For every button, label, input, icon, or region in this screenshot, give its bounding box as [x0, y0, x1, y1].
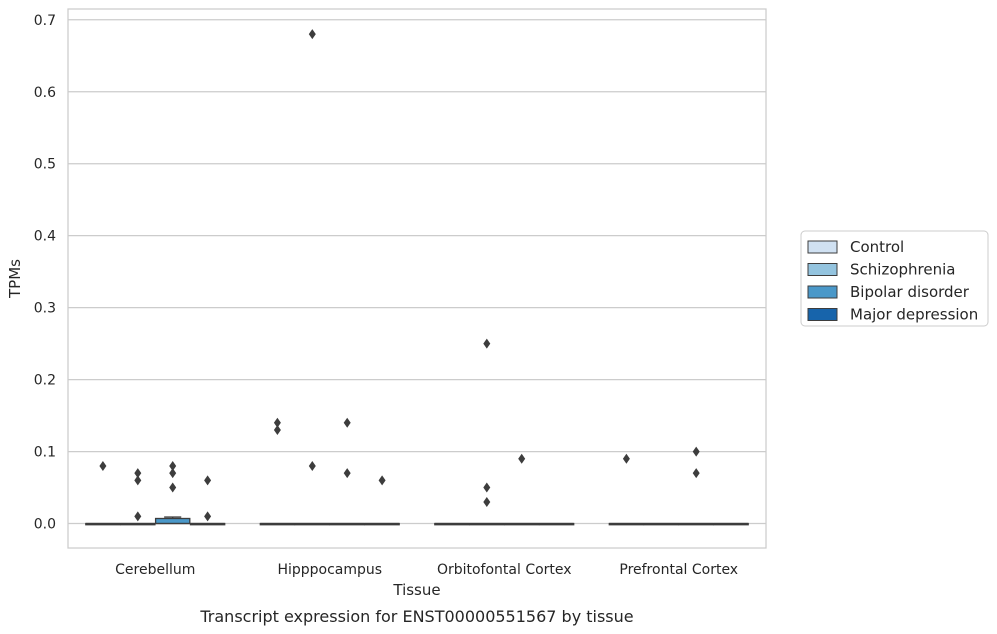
- y-tick-label: 0.7: [34, 13, 56, 29]
- outlier-point: [204, 475, 212, 486]
- outlier-point: [273, 424, 281, 435]
- x-tick-label: Prefrontal Cortex: [619, 562, 738, 578]
- legend-swatch: [807, 240, 838, 254]
- x-tick-label: Cerebellum: [115, 562, 195, 578]
- outlier-point: [378, 475, 386, 486]
- y-tick-label: 0.2: [34, 373, 56, 389]
- outlier-point: [134, 475, 142, 486]
- y-tick-label: 0.0: [34, 517, 56, 533]
- outlier-point: [169, 460, 177, 471]
- plot-frame: [67, 8, 767, 549]
- outlier-point: [483, 482, 491, 493]
- legend-frame: [800, 230, 989, 327]
- x-tick-label: Hipppocampus: [277, 562, 382, 578]
- legend: Control Schizophrenia Bipolar disorder Majo…: [800, 230, 989, 327]
- x-tick-label: Orbitofontal Cortex: [437, 562, 572, 578]
- outlier-point: [483, 338, 491, 349]
- outlier-point: [134, 468, 142, 479]
- outlier-point: [692, 446, 700, 457]
- outlier-point: [169, 482, 177, 493]
- y-axis-label: TPMs: [6, 259, 24, 299]
- y-tick-label: 0.4: [34, 229, 56, 245]
- outlier-point: [204, 511, 212, 522]
- outlier-point: [99, 460, 107, 471]
- outlier-point: [622, 453, 630, 464]
- y-tick-label: 0.3: [34, 301, 56, 317]
- y-tick-labels: 0.0 0.1 0.2 0.3 0.4 0.5 0.6 0.7: [34, 13, 56, 533]
- y-tick-label: 0.5: [34, 157, 56, 173]
- legend-label: Major depression: [850, 306, 978, 324]
- outlier-point: [343, 468, 351, 479]
- legend-swatch: [807, 263, 838, 276]
- outlier-points: [99, 29, 700, 522]
- legend-label: Schizophrenia: [850, 261, 955, 279]
- y-tick-label: 0.6: [34, 85, 56, 101]
- boxes: [85, 516, 749, 526]
- legend-swatch: [807, 308, 838, 321]
- outlier-point: [343, 417, 351, 428]
- legend-label: Bipolar disorder: [850, 283, 970, 301]
- box: [154, 517, 191, 525]
- chart-caption: Transcript expression for ENST0000055156…: [199, 607, 633, 626]
- outlier-point: [692, 468, 700, 479]
- outlier-point: [483, 496, 491, 507]
- outlier-point: [273, 417, 281, 428]
- y-tick-label: 0.1: [34, 445, 56, 461]
- x-axis-label: Tissue: [392, 581, 440, 599]
- legend-swatch: [807, 285, 838, 299]
- legend-label: Control: [850, 238, 904, 256]
- outlier-point: [169, 468, 177, 479]
- outlier-point: [518, 453, 526, 464]
- outlier-point: [308, 29, 316, 40]
- x-tick-labels: Cerebellum Hipppocampus Orbitofontal Corte…: [115, 562, 738, 578]
- gridlines: [68, 19, 766, 525]
- outlier-point: [308, 460, 316, 471]
- outlier-point: [134, 511, 142, 522]
